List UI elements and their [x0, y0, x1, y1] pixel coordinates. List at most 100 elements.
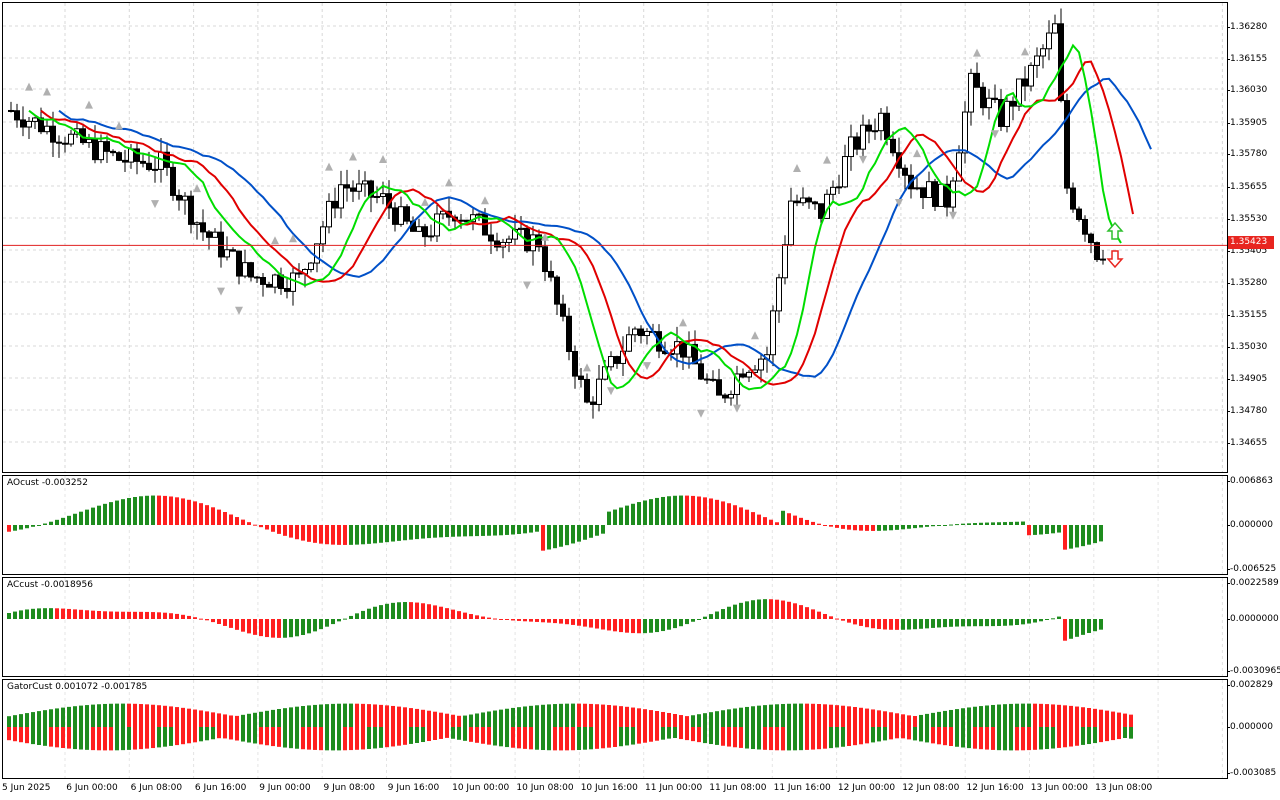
histogram-bar [751, 512, 755, 525]
ac-indicator-pane[interactable]: ACcust -0.0018956 [2, 577, 1228, 677]
fractal-up-marker [325, 162, 333, 171]
candle-body [416, 226, 422, 232]
histogram-bar [1033, 525, 1037, 535]
gator-lower-bar [931, 727, 935, 744]
histogram-bar [1057, 525, 1061, 533]
gator-lower-bar [409, 727, 413, 744]
gator-lower-bar [1099, 727, 1103, 743]
histogram-bar [133, 497, 137, 525]
histogram-bar [319, 619, 323, 630]
histogram-bar [1063, 525, 1067, 550]
histogram-bar [49, 521, 53, 525]
gator-lower-bar [583, 727, 587, 750]
gator-lower-bar [271, 727, 275, 747]
gator-lower-bar [79, 727, 83, 750]
candle-body [1058, 23, 1064, 102]
gator-lower-bar [577, 727, 581, 750]
gator-lower-bar [727, 727, 731, 747]
gator-lower-bar [211, 727, 215, 740]
gator-indicator-pane[interactable]: GatorCust 0.001072 -0.001785 [2, 679, 1228, 779]
gator-lower-bar [319, 727, 323, 751]
histogram-bar [805, 607, 809, 619]
gator-lower-bar [991, 727, 995, 750]
candle-body [182, 195, 188, 201]
price-chart-pane[interactable] [2, 2, 1228, 473]
candle-body [728, 393, 734, 399]
gator-lower-bar [1045, 727, 1049, 750]
gator-upper-bar [169, 706, 173, 727]
histogram-bar [727, 606, 731, 619]
candle-body [902, 167, 908, 176]
gator-upper-bar [337, 703, 341, 727]
histogram-bar [19, 525, 23, 530]
gator-upper-bar [487, 711, 491, 727]
histogram-bar [685, 619, 689, 625]
candle-body [710, 378, 716, 381]
gator-upper-bar [229, 715, 233, 727]
histogram-bar [829, 616, 833, 619]
histogram-bar [253, 524, 257, 526]
gator-lower-bar [301, 727, 305, 750]
candle-body [794, 200, 800, 204]
gator-upper-bar [1111, 711, 1115, 727]
gator-upper-bar [577, 703, 581, 727]
gator-lower-bar [631, 727, 635, 745]
gator-pane-label: GatorCust 0.001072 -0.001785 [7, 682, 148, 692]
histogram-bar [979, 619, 983, 627]
histogram-bar [43, 608, 47, 619]
gator-upper-bar [925, 713, 929, 727]
time-axis[interactable]: 5 Jun 2025 6 Jun 00:00 6 Jun 08:00 6 Jun 16… [0, 779, 1228, 800]
gator-upper-bar [319, 704, 323, 727]
histogram-bar [109, 502, 113, 525]
histogram-bar [493, 525, 497, 536]
candle-body [50, 125, 56, 143]
candle-body [122, 159, 128, 163]
histogram-bar [457, 525, 461, 537]
candle-body [374, 195, 380, 198]
histogram-bar [1081, 619, 1085, 635]
gator-upper-bar [901, 714, 905, 727]
histogram-bar [859, 619, 863, 626]
histogram-bar [997, 619, 1001, 626]
histogram-grid [64, 578, 1223, 676]
gator-lower-bar [283, 727, 287, 748]
gator-upper-bar [949, 709, 953, 727]
ao-indicator-pane[interactable]: AOcust -0.003252 [2, 475, 1228, 575]
candle-body [506, 238, 512, 243]
gator-lower-bar [829, 727, 833, 749]
gator-upper-bar [13, 715, 17, 727]
time-label: 12 Jun 00:00 [837, 783, 896, 793]
candle-body [242, 262, 248, 277]
histogram-bar [877, 525, 881, 531]
gator-lower-bar [1087, 727, 1091, 745]
histogram-bar [619, 619, 623, 633]
price-axis[interactable]: 1.36280 1.36155 1.36030 1.35905 1.35780 1.356… [1226, 2, 1280, 473]
histogram-bar [871, 525, 875, 531]
gator-upper-bar [823, 704, 827, 727]
time-label: 13 Jun 08:00 [1095, 783, 1153, 793]
gator-upper-bar [61, 707, 65, 727]
histogram-bar [799, 605, 803, 619]
candle-body [830, 186, 836, 195]
histogram-bar [835, 525, 839, 528]
gator-lower-bar [961, 727, 965, 748]
candle-body [284, 287, 290, 292]
fractal-down-marker [991, 130, 999, 139]
histogram-bar [967, 619, 971, 627]
histogram-bar [115, 500, 119, 525]
histogram-bar [937, 619, 941, 628]
histogram-bar [1063, 619, 1067, 641]
fractal-up-marker [115, 121, 123, 130]
histogram-bar [547, 619, 551, 623]
gator-upper-bar [565, 703, 569, 727]
histogram-bar [937, 525, 941, 526]
candle-body [956, 152, 962, 182]
histogram-bar [991, 619, 995, 627]
histogram-bar [793, 515, 797, 525]
gator-upper-bar [445, 713, 449, 727]
histogram-bar [1057, 616, 1061, 619]
gator-lower-bar [217, 727, 221, 739]
histogram-bar [91, 610, 95, 619]
histogram-bar [1027, 619, 1031, 624]
histogram-bar [991, 522, 995, 525]
